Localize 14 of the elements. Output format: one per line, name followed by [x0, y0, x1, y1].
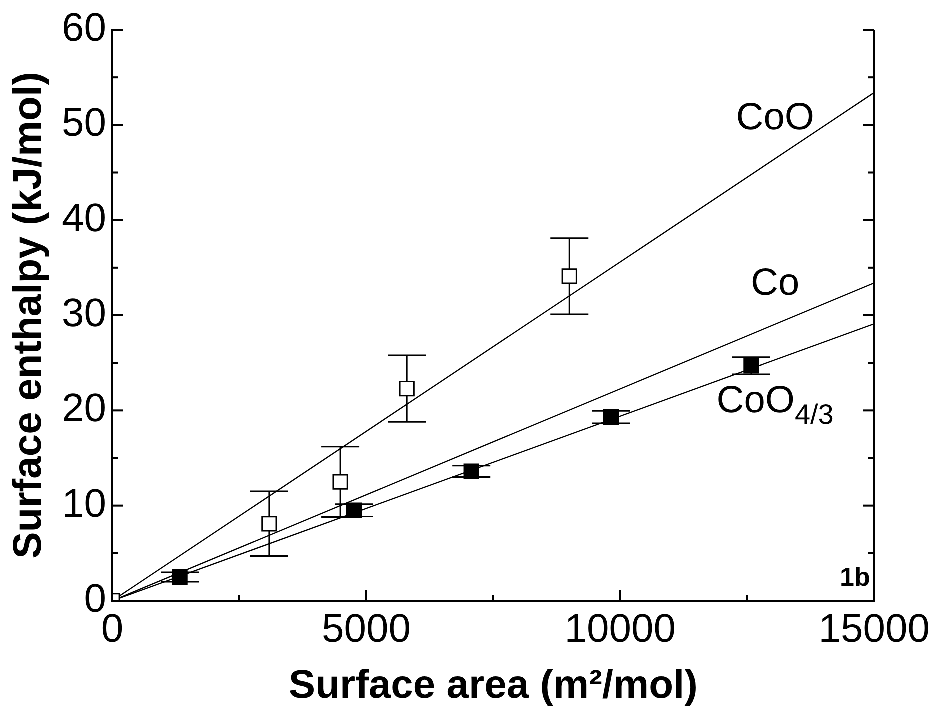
annotation: 1b [840, 562, 870, 592]
y-axis-title: Surface enthalpy (kJ/mol) [6, 72, 50, 559]
y-tick-label: 40 [62, 196, 106, 240]
x-axis-title: Surface area (m²/mol) [288, 663, 698, 708]
legend-label: CoO [736, 96, 814, 138]
x-tick-label: 5000 [322, 607, 411, 652]
legend-label: Co [751, 262, 800, 304]
x-tick-label: 10000 [564, 607, 676, 652]
y-tick-label: 60 [62, 6, 106, 50]
x-tick-label: 15000 [818, 607, 930, 652]
y-tick-label: 20 [62, 386, 106, 431]
y-tick-label: 30 [62, 292, 106, 336]
y-tick-label: 50 [62, 101, 106, 146]
y-tick-label: 10 [62, 482, 106, 526]
